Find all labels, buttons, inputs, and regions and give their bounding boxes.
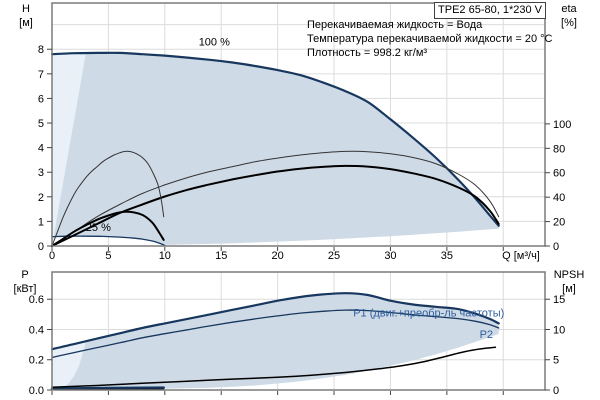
region-envelope-operating	[52, 52, 499, 246]
y-left-tick-label: 0.4	[29, 324, 44, 336]
y-left-tick-label: 7	[38, 69, 44, 81]
pump-type-title: TPE2 65-80, 1*230 V	[434, 2, 546, 19]
curve-label: 25 %	[86, 222, 111, 234]
y-left-tick-label: 5	[38, 118, 44, 130]
npsh-axis-name: NPSH	[553, 269, 585, 281]
y-right-tick-label: 0	[553, 385, 559, 397]
curve-eta-pump-100	[51, 150, 500, 247]
power-axis-unit: [кВт]	[13, 283, 37, 295]
annotation-temperature: Температура перекачиваемой жидкости = 20…	[307, 33, 553, 46]
y-left-tick-label: 0	[38, 241, 44, 253]
y-right-tick-label: 40	[553, 192, 565, 204]
y-left-tick-label: 2	[38, 192, 44, 204]
head-axis-title: H [м]	[8, 2, 44, 30]
curve-label: 100 %	[199, 37, 230, 49]
x-tick-label: 5	[105, 250, 111, 262]
head-axis-unit: [м]	[19, 17, 33, 29]
y-right-tick-label: 80	[553, 143, 565, 155]
curve-eta-total-100	[51, 164, 500, 247]
y-left-tick-label: 3	[38, 167, 44, 179]
power-axis-name: P	[21, 269, 29, 281]
npsh-axis-title: NPSH [м]	[546, 268, 592, 296]
liquid-annotations: Перекачиваемая жидкость = Вода Температу…	[307, 18, 552, 61]
y-right-tick-label: 5	[553, 355, 559, 367]
y-right-tick-label: 100	[553, 119, 571, 131]
curve-label: P1 (двиг.+преобр-ль частоты)	[353, 308, 504, 320]
head-efficiency-chart: 100 % 25 % 0 5 10 15 20 25 30 35 Q [м³/ч] 0 1 2 3 4 5 6 7 8…	[38, 2, 571, 262]
y-left-tick-label: 0.0	[29, 385, 44, 397]
curve-p1-100	[50, 292, 500, 351]
head-axis-name: H	[22, 3, 30, 15]
curve-npsh	[51, 346, 497, 389]
x-tick-label: 0	[49, 250, 55, 262]
plot-border	[51, 271, 546, 391]
region-power-envelope-operating	[52, 293, 499, 390]
power-axis-title: P [кВт]	[6, 268, 44, 296]
curve-p2-100	[51, 309, 500, 359]
plot-border	[51, 2, 546, 247]
y-left-tick-label: 0.2	[29, 355, 44, 367]
y-left-tick-label: 6	[38, 93, 44, 105]
y-left-tick-label: 0.6	[29, 294, 44, 306]
x-axis-unit-label: Q [м³/ч]	[502, 250, 540, 262]
y-right-tick-label: 15	[553, 294, 565, 306]
eta-axis-unit: [%]	[561, 17, 577, 29]
x-tick-label: 25	[328, 250, 340, 262]
y-left-tick-label: 4	[38, 143, 44, 155]
npsh-axis-unit: [м]	[562, 283, 576, 295]
x-tick-label: 35	[441, 250, 453, 262]
annotation-density: Плотность = 998.2 кг/м³	[307, 47, 428, 60]
eta-axis-title: eta [%]	[550, 2, 588, 30]
x-tick-label: 10	[159, 250, 171, 262]
y-left-tick-label: 8	[38, 44, 44, 56]
y-left-tick-label: 1	[38, 216, 44, 228]
y-right-tick-label: 60	[553, 168, 565, 180]
power-npsh-chart: P1 (двиг.+преобр-ль частоты) P2 0.0 0.2 0.4 0…	[29, 271, 565, 397]
x-tick-label: 20	[272, 250, 284, 262]
x-tick-label: 30	[384, 250, 396, 262]
curve-eta-total-25	[51, 210, 165, 247]
region-power-envelope-light	[52, 342, 86, 390]
y-right-tick-label: 0	[553, 241, 559, 253]
x-tick-label: 15	[215, 250, 227, 262]
curve-label: P2	[480, 329, 493, 341]
annotation-liquid: Перекачиваемая жидкость = Вода	[307, 19, 483, 31]
eta-axis-name: eta	[561, 3, 577, 15]
curve-p1-25	[50, 386, 165, 390]
y-right-tick-label: 20	[553, 217, 565, 229]
curve-h-25	[51, 235, 166, 247]
region-envelope-light	[52, 52, 86, 247]
curve-eta-pump-25	[51, 150, 165, 247]
y-right-tick-label: 10	[553, 324, 565, 336]
